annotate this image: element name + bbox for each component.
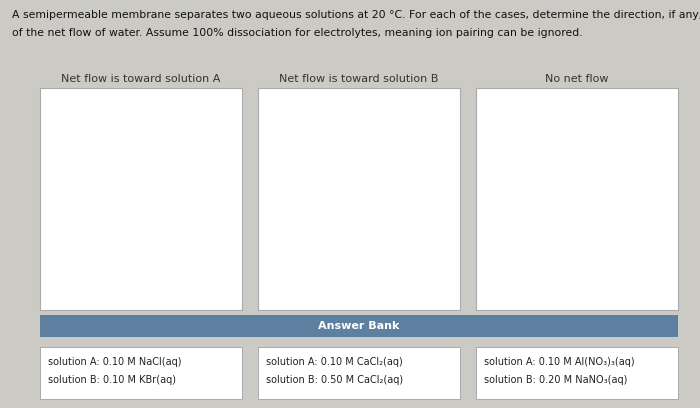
FancyBboxPatch shape [258, 88, 460, 310]
Text: solution A: 0.10 M NaCl(aq): solution A: 0.10 M NaCl(aq) [48, 357, 181, 367]
Text: Net flow is toward solution A: Net flow is toward solution A [62, 74, 220, 84]
Text: Answer Bank: Answer Bank [318, 321, 400, 331]
Text: Net flow is toward solution B: Net flow is toward solution B [279, 74, 439, 84]
Text: No net flow: No net flow [545, 74, 609, 84]
Text: solution B: 0.20 M NaNO₃(aq): solution B: 0.20 M NaNO₃(aq) [484, 375, 627, 385]
Text: A semipermeable membrane separates two aqueous solutions at 20 °C. For each of t: A semipermeable membrane separates two a… [12, 10, 700, 20]
FancyBboxPatch shape [40, 88, 242, 310]
Text: solution A: 0.10 M Al(NO₃)₃(aq): solution A: 0.10 M Al(NO₃)₃(aq) [484, 357, 635, 367]
Text: solution A: 0.10 M CaCl₂(aq): solution A: 0.10 M CaCl₂(aq) [266, 357, 402, 367]
FancyBboxPatch shape [40, 347, 242, 399]
Text: solution B: 0.10 M KBr(aq): solution B: 0.10 M KBr(aq) [48, 375, 176, 385]
FancyBboxPatch shape [40, 315, 678, 337]
FancyBboxPatch shape [476, 88, 678, 310]
Text: of the net flow of water. Assume 100% dissociation for electrolytes, meaning ion: of the net flow of water. Assume 100% di… [12, 28, 582, 38]
Text: solution B: 0.50 M CaCl₂(aq): solution B: 0.50 M CaCl₂(aq) [266, 375, 403, 385]
FancyBboxPatch shape [476, 347, 678, 399]
FancyBboxPatch shape [258, 347, 460, 399]
